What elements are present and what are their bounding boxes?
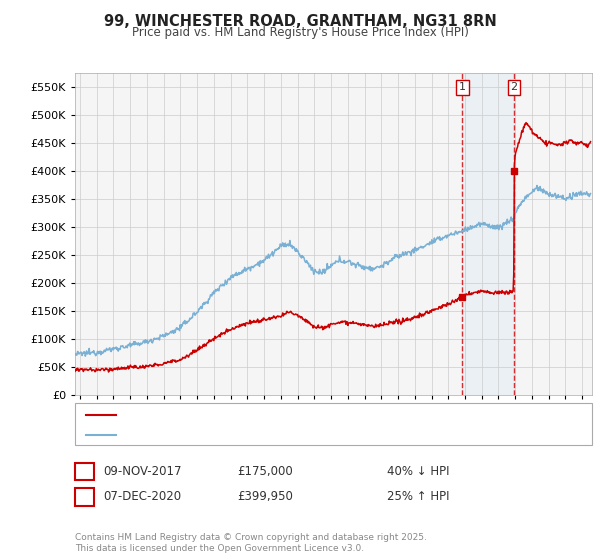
Text: Contains HM Land Registry data © Crown copyright and database right 2025.
This d: Contains HM Land Registry data © Crown c…	[75, 533, 427, 553]
Text: 40% ↓ HPI: 40% ↓ HPI	[387, 465, 449, 478]
Text: HPI: Average price, detached house, South Kesteven: HPI: Average price, detached house, Sout…	[122, 430, 396, 440]
Text: 25% ↑ HPI: 25% ↑ HPI	[387, 490, 449, 503]
Text: Price paid vs. HM Land Registry's House Price Index (HPI): Price paid vs. HM Land Registry's House …	[131, 26, 469, 39]
Text: 09-NOV-2017: 09-NOV-2017	[103, 465, 182, 478]
Text: 2: 2	[81, 490, 88, 503]
Text: 1: 1	[81, 465, 88, 478]
Text: 1: 1	[459, 82, 466, 92]
Text: 99, WINCHESTER ROAD, GRANTHAM, NG31 8RN (detached house): 99, WINCHESTER ROAD, GRANTHAM, NG31 8RN …	[122, 410, 466, 420]
Text: £175,000: £175,000	[237, 465, 293, 478]
Text: 07-DEC-2020: 07-DEC-2020	[103, 490, 181, 503]
Text: 99, WINCHESTER ROAD, GRANTHAM, NG31 8RN: 99, WINCHESTER ROAD, GRANTHAM, NG31 8RN	[104, 14, 496, 29]
Text: 2: 2	[511, 82, 517, 92]
Bar	[463, 73, 514, 395]
Text: £399,950: £399,950	[237, 490, 293, 503]
